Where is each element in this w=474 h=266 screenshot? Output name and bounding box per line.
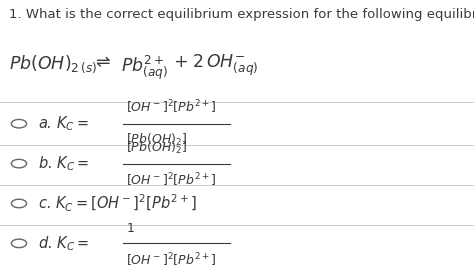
Text: b. $K_C =$: b. $K_C =$ <box>38 154 89 173</box>
Text: $Pb(OH)_{2\,(s)}$: $Pb(OH)_{2\,(s)}$ <box>9 53 98 75</box>
Text: 1. What is the correct equilibrium expression for the following equilibrium?: 1. What is the correct equilibrium expre… <box>9 8 474 21</box>
Text: $[Pb(OH)_2]$: $[Pb(OH)_2]$ <box>126 139 187 156</box>
Text: $[Pb(OH)_2]$: $[Pb(OH)_2]$ <box>126 132 187 148</box>
Text: $[OH^-]^2[Pb^{2+}]$: $[OH^-]^2[Pb^{2+}]$ <box>126 251 217 266</box>
Text: c. $K_C = [OH^-]^2[Pb^{2+}]$: c. $K_C = [OH^-]^2[Pb^{2+}]$ <box>38 193 197 214</box>
Text: $1$: $1$ <box>126 222 134 235</box>
Text: $\rightleftharpoons$: $\rightleftharpoons$ <box>92 53 111 71</box>
Text: $[OH^-]^2[Pb^{2+}]$: $[OH^-]^2[Pb^{2+}]$ <box>126 172 217 189</box>
Text: $Pb^{2+}_{(aq)}$: $Pb^{2+}_{(aq)}$ <box>121 53 168 81</box>
Text: d. $K_C =$: d. $K_C =$ <box>38 234 89 253</box>
Text: $+ \; 2 \, OH^{-}_{(aq)}$: $+ \; 2 \, OH^{-}_{(aq)}$ <box>173 53 258 78</box>
Text: $[OH^-]^2[Pb^{2+}]$: $[OH^-]^2[Pb^{2+}]$ <box>126 98 217 116</box>
Text: a. $K_C =$: a. $K_C =$ <box>38 114 89 133</box>
